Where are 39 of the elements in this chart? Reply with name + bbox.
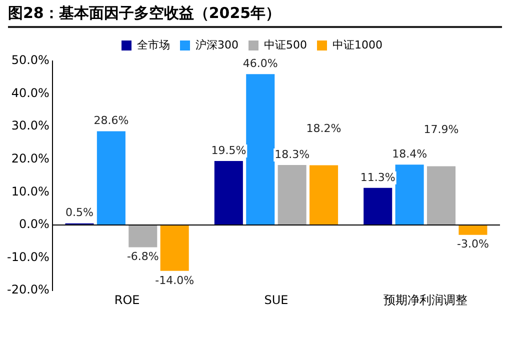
data-label: 11.3% [360, 170, 396, 184]
bar [310, 165, 338, 225]
chart-title: 图28：基本面因子多空收益（2025年） [8, 4, 502, 28]
y-tick-label: 40.0% [11, 86, 50, 100]
data-label: 18.3% [274, 148, 310, 161]
data-label: 18.2% [306, 122, 342, 136]
data-label: -3.0% [457, 238, 489, 251]
y-tick-label: -10.0% [7, 250, 50, 264]
bar [395, 164, 424, 225]
data-label: 19.5% [211, 144, 246, 157]
data-label: 0.5% [66, 206, 94, 220]
legend-label: 中证500 [264, 38, 308, 52]
bar [426, 166, 456, 225]
x-tick-label: ROE [114, 292, 140, 307]
legend-label: 沪深300 [196, 38, 239, 52]
x-tick-label: SUE [264, 292, 288, 307]
y-tick-label: 50.0% [11, 53, 50, 68]
y-tick-label: 20.0% [11, 152, 50, 166]
bar [458, 225, 488, 235]
x-tick-label: 预期净利润调整 [383, 292, 468, 307]
bar [278, 164, 306, 225]
y-tick-label: 10.0% [11, 184, 50, 198]
bar [128, 225, 158, 248]
y-tick-label: 30.0% [11, 118, 50, 133]
bar [214, 161, 243, 225]
legend-label: 全市场 [137, 38, 170, 52]
y-tick-label: -20.0% [7, 282, 50, 297]
bar [160, 225, 189, 271]
bar [96, 131, 126, 225]
legend-label: 中证1000 [332, 38, 382, 52]
bar [364, 188, 392, 225]
data-label: -14.0% [155, 274, 194, 287]
data-label: 18.4% [392, 148, 428, 161]
y-tick-label: 0.0% [18, 217, 50, 232]
data-label: 17.9% [424, 123, 459, 136]
bar [246, 74, 275, 225]
data-label: 46.0% [242, 56, 278, 70]
data-label: -6.8% [126, 250, 159, 264]
data-label: 28.6% [94, 114, 129, 128]
